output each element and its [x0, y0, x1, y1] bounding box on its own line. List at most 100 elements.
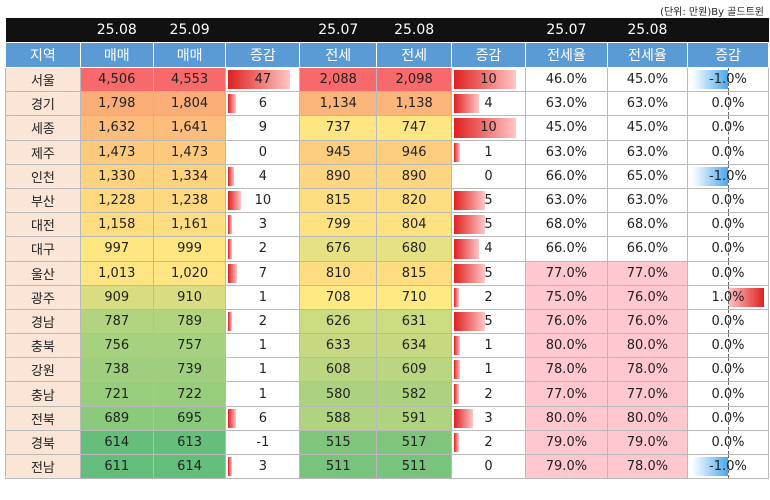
sale-price-cell: 789 — [152, 308, 227, 335]
jeonse-rate-cell: 79.0% — [606, 429, 688, 456]
jeonse-price-cell-value: 945 — [325, 144, 351, 160]
region-cell-value: 서울 — [30, 74, 55, 90]
rate-change-bar — [691, 457, 728, 477]
jeonse-change-cell-value: 1 — [484, 144, 493, 160]
sale-price-cell-value: 1,632 — [98, 120, 136, 136]
jeonse-change-cell-value: 2 — [484, 386, 493, 402]
jeonse-rate-cell-value: 63.0% — [545, 96, 588, 112]
sale-change-cell: 1 — [225, 333, 301, 359]
jeonse-rate-cell: 77.0% — [524, 381, 608, 407]
rate-change-bar — [727, 287, 764, 307]
sale-price-cell: 909 — [79, 284, 154, 310]
table-row: 인천 1,330 1,334 4 890 890 0 66.0% 65.0% -1.0% — [5, 163, 770, 189]
jeonse-rate-cell: 76.0% — [606, 284, 688, 310]
jeonse-price-cell-value: 820 — [401, 193, 427, 209]
jeonse-price-cell-value: 2,098 — [395, 72, 433, 88]
sale-price-cell: 1,330 — [79, 163, 154, 189]
jeonse-price-cell-value: 626 — [325, 313, 351, 329]
jeonse-rate-cell: 65.0% — [606, 163, 688, 189]
jeonse-rate-cell-value: 45.0% — [545, 120, 588, 136]
sale-price-cell-value: 787 — [104, 313, 130, 329]
jeonse-price-cell: 609 — [376, 357, 453, 383]
sale-change-cell-value: 1 — [258, 338, 268, 354]
jeonse-change-cell-value: 4 — [484, 241, 493, 257]
rate-change-cell-value: 0.0% — [711, 193, 745, 209]
jeonse-rate-cell: 45.0% — [524, 115, 608, 141]
change-bar — [228, 239, 233, 259]
jeonse-change-cell-value: 1 — [484, 362, 493, 378]
period-header-cell: 25.07 — [525, 18, 608, 43]
sale-price-cell: 613 — [152, 429, 227, 456]
jeonse-price-cell: 676 — [299, 236, 378, 262]
jeonse-rate-cell: 80.0% — [606, 333, 688, 359]
sale-price-cell-value: 4,553 — [170, 72, 209, 88]
rate-change-cell: 0.0% — [686, 236, 770, 262]
period-header-cell: 25.08 — [607, 18, 688, 43]
change-bar — [228, 457, 233, 477]
zero-axis-line — [727, 431, 729, 454]
change-bar — [454, 94, 480, 114]
jeonse-rate-cell: 80.0% — [524, 405, 608, 431]
column-header-sale: 매매 — [79, 42, 154, 68]
jeonse-price-cell: 1,138 — [376, 91, 453, 117]
region-cell-value: 전북 — [30, 412, 55, 428]
jeonse-price-cell-value: 810 — [325, 265, 351, 281]
sale-price-cell-value: 1,158 — [98, 217, 136, 233]
jeonse-change-cell: 2 — [451, 429, 526, 456]
jeonse-price-cell: 608 — [299, 357, 378, 383]
jeonse-price-cell: 737 — [299, 115, 378, 141]
column-header-jeonse-rate: 전세율 — [606, 42, 688, 68]
sale-change-cell-value: -1 — [256, 434, 270, 450]
jeonse-rate-cell-value: 76.0% — [626, 289, 669, 305]
column-header-row: 지역 매매 매매 증감 전세 전세 증감 전세율 전세율 증감 — [5, 42, 770, 68]
jeonse-price-cell: 515 — [299, 429, 378, 456]
rate-change-cell: -1.0% — [686, 453, 770, 480]
change-bar — [454, 215, 486, 235]
period-header-cell: 25.08 — [376, 18, 452, 43]
sale-change-cell: 10 — [225, 187, 301, 214]
change-bar — [228, 94, 237, 114]
sale-price-cell-value: 997 — [104, 241, 130, 257]
sale-price-cell: 756 — [79, 333, 154, 359]
table-row: 전북 689 695 6 588 591 3 80.0% 80.0% 0.0% — [5, 405, 770, 431]
jeonse-rate-cell-value: 68.0% — [545, 217, 588, 233]
jeonse-change-cell-value: 2 — [484, 289, 493, 305]
jeonse-price-cell-value: 633 — [325, 338, 351, 354]
rate-change-cell: 1.0% — [686, 284, 770, 310]
jeonse-rate-cell: 77.0% — [524, 260, 608, 286]
jeonse-rate-cell-value: 77.0% — [626, 386, 669, 402]
zero-axis-line — [727, 237, 729, 260]
zero-axis-line — [727, 213, 729, 236]
region-cell-value: 부산 — [30, 195, 55, 211]
change-bar — [228, 311, 233, 332]
jeonse-change-cell-value: 10 — [480, 120, 497, 136]
jeonse-rate-cell-value: 63.0% — [545, 144, 588, 160]
zero-axis-line — [727, 407, 729, 430]
change-bar — [454, 142, 461, 162]
sale-change-cell: -1 — [225, 429, 301, 456]
jeonse-rate-cell-value: 66.0% — [626, 241, 669, 257]
sale-change-cell: 3 — [225, 453, 301, 480]
region-cell: 인천 — [5, 163, 81, 189]
sale-price-cell-value: 1,473 — [98, 144, 136, 160]
jeonse-price-cell: 890 — [376, 163, 453, 189]
jeonse-price-cell: 2,098 — [376, 66, 453, 93]
jeonse-price-cell-value: 511 — [401, 459, 427, 475]
region-cell-value: 울산 — [30, 267, 55, 283]
sale-change-cell: 47 — [225, 66, 301, 93]
jeonse-price-cell-value: 515 — [325, 434, 351, 450]
region-cell: 충남 — [5, 381, 81, 407]
rate-change-cell: 0.0% — [686, 429, 770, 456]
sale-change-cell: 7 — [225, 260, 301, 286]
change-bar — [454, 360, 461, 380]
region-cell-value: 경북 — [30, 436, 55, 452]
jeonse-rate-cell: 63.0% — [524, 187, 608, 214]
region-cell-value: 강원 — [30, 364, 55, 380]
sale-price-cell: 1,020 — [152, 260, 227, 286]
zero-axis-line — [727, 165, 729, 188]
jeonse-price-cell-value: 634 — [401, 338, 427, 354]
jeonse-change-cell: 5 — [451, 260, 526, 286]
jeonse-rate-cell-value: 63.0% — [545, 193, 588, 209]
region-cell-value: 대전 — [30, 219, 55, 235]
sale-change-cell-value: 47 — [254, 72, 272, 88]
